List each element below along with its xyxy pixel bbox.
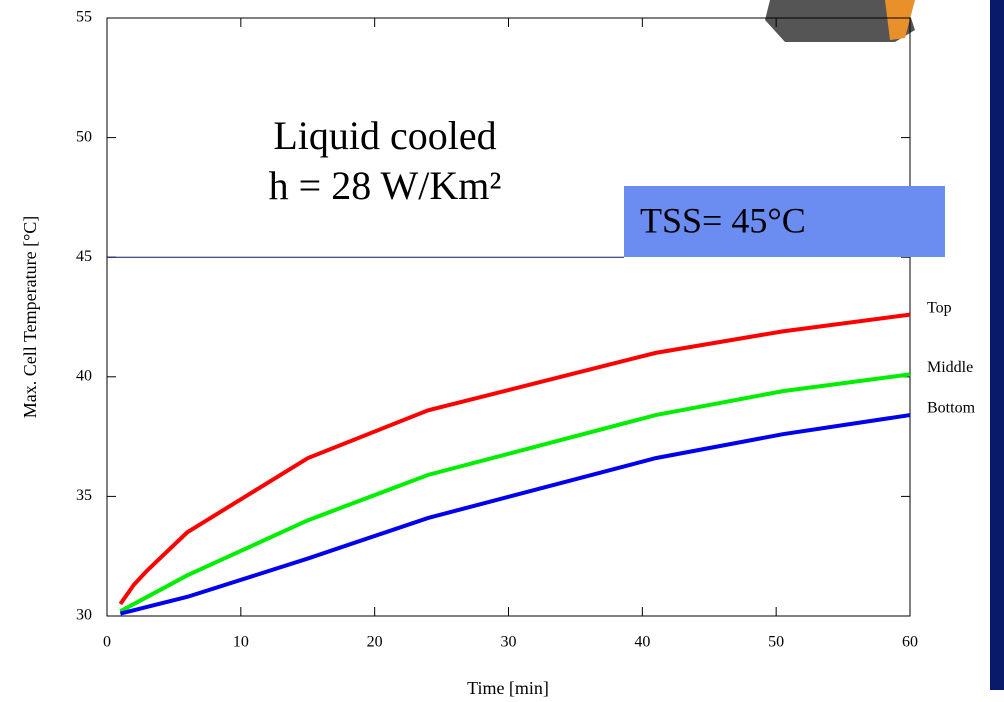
slide-decoration [765, 0, 915, 42]
series-label: Middle [927, 359, 973, 376]
x-tick-label: 40 [634, 634, 650, 651]
y-tick-label: 30 [76, 607, 92, 624]
y-axis-label: Max. Cell Temperature [°C] [20, 216, 40, 419]
slide-decoration [885, 0, 915, 40]
series-line [119, 372, 911, 613]
annotation: Liquid cooled [273, 113, 496, 158]
series-label: Top [927, 299, 952, 316]
reference-label: TSS= 45°C [640, 200, 806, 240]
slide-edge [990, 0, 1004, 690]
y-tick-label: 55 [76, 9, 92, 26]
x-tick-label: 30 [501, 634, 517, 651]
series-label: Bottom [927, 400, 976, 417]
x-tick-label: 0 [103, 634, 111, 651]
x-axis-label: Time [min] [467, 678, 549, 698]
x-tick-label: 10 [233, 634, 249, 651]
series-line [119, 413, 911, 616]
y-tick-label: 40 [76, 367, 92, 384]
y-tick-label: 50 [76, 128, 92, 145]
y-tick-label: 35 [76, 487, 92, 504]
x-tick-label: 60 [902, 634, 918, 651]
x-tick-label: 50 [768, 634, 784, 651]
annotation: h = 28 W/Km² [269, 163, 502, 208]
y-tick-label: 45 [76, 248, 92, 265]
x-tick-label: 20 [367, 634, 383, 651]
plot-frame [106, 17, 911, 617]
series-line [118, 312, 911, 606]
reference-box [624, 186, 945, 257]
